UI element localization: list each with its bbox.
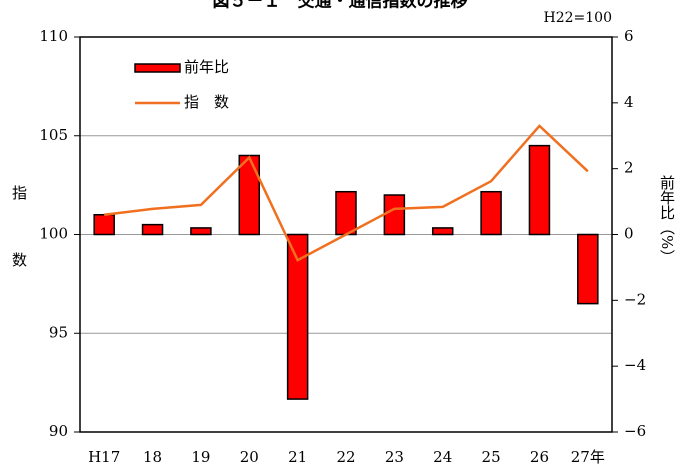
x-tick-label: 23 — [385, 448, 404, 466]
bar — [480, 190, 502, 236]
x-tick-label: 19 — [191, 448, 210, 466]
legend-label: 前年比 — [184, 58, 229, 76]
y-tick-label: 105 — [39, 126, 68, 144]
plot-frame — [79, 36, 613, 433]
y2-tick-label: −6 — [624, 422, 646, 440]
x-tick-label: 22 — [336, 448, 355, 466]
y2-tick-label: 0 — [624, 225, 634, 243]
legend-label: 指 数 — [184, 93, 229, 111]
y2-axis-label: 前年比（%） — [658, 175, 675, 264]
x-tick-label: 27年 — [571, 448, 605, 466]
bar — [93, 214, 115, 236]
y-tick-label: 95 — [49, 323, 68, 341]
x-tick-label: H17 — [88, 448, 120, 466]
y-axis-label: 指数 — [10, 185, 28, 319]
y-tick-label: 90 — [49, 422, 68, 440]
x-tick-label: 20 — [240, 448, 259, 466]
y2-tick-label: −2 — [624, 290, 646, 308]
line — [104, 124, 589, 262]
y2-tick-label: 4 — [624, 93, 634, 111]
subtitle: H22=100 — [544, 10, 612, 26]
x-tick-label: 24 — [433, 448, 452, 466]
x-tick-label: 18 — [143, 448, 162, 466]
bar — [190, 227, 212, 236]
bar — [141, 223, 164, 236]
legend-swatch — [134, 63, 181, 73]
bar — [286, 233, 309, 400]
y-tick-label: 110 — [39, 27, 68, 45]
bar — [431, 227, 454, 236]
x-tick-label: 25 — [482, 448, 501, 466]
x-tick-label: 21 — [288, 448, 307, 466]
bar — [383, 194, 406, 236]
x-tick-label: 26 — [530, 448, 549, 466]
bar — [335, 190, 357, 236]
y-tick-label: 100 — [39, 225, 68, 243]
chart-title: 図５－１ 交通・通信指数の推移 — [213, 0, 468, 12]
bar — [528, 144, 551, 236]
bar — [238, 154, 261, 236]
y2-tick-label: 2 — [624, 159, 634, 177]
bar — [577, 233, 599, 305]
y2-tick-label: 6 — [624, 27, 634, 45]
y2-tick-label: −4 — [624, 356, 646, 374]
